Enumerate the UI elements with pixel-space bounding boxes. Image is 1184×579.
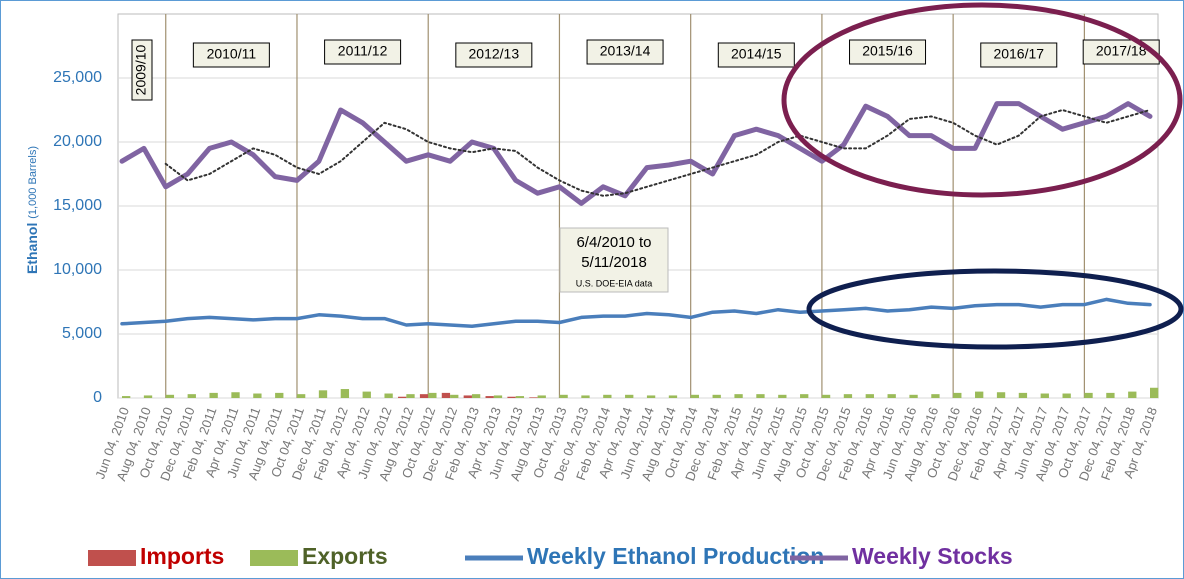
bar bbox=[975, 391, 984, 398]
bar bbox=[318, 390, 328, 398]
bar bbox=[559, 394, 568, 398]
y-tick-label: 25,000 bbox=[53, 69, 102, 86]
bar bbox=[1062, 393, 1071, 398]
y-axis-title: Ethanol bbox=[24, 223, 40, 274]
bar bbox=[756, 394, 765, 398]
bar bbox=[485, 396, 494, 398]
highlight-ellipse bbox=[806, 268, 1184, 350]
year-label-box bbox=[980, 42, 1058, 68]
bar bbox=[996, 392, 1006, 398]
bar bbox=[668, 395, 678, 398]
year-label-box bbox=[717, 42, 795, 68]
legend-label: Exports bbox=[302, 543, 388, 569]
bar bbox=[712, 394, 721, 398]
bar bbox=[515, 396, 525, 398]
bar bbox=[625, 394, 634, 398]
bar bbox=[384, 393, 393, 398]
bar bbox=[1128, 391, 1137, 398]
bar bbox=[734, 394, 743, 398]
bar bbox=[275, 392, 284, 398]
year-label: 2010/11 bbox=[207, 46, 257, 62]
y-tick-label: 10,000 bbox=[53, 261, 102, 278]
series-line bbox=[120, 297, 1152, 329]
year-label: 2012/13 bbox=[469, 46, 520, 62]
bar bbox=[1040, 393, 1049, 398]
bar bbox=[450, 394, 459, 398]
bar bbox=[143, 395, 153, 398]
bar bbox=[419, 394, 429, 398]
bar bbox=[463, 395, 472, 398]
bar bbox=[253, 393, 262, 398]
bar bbox=[1084, 392, 1093, 398]
y-tick-label: 20,000 bbox=[53, 133, 102, 150]
bar bbox=[165, 394, 175, 398]
legend-label: Weekly Ethanol Production bbox=[527, 543, 824, 569]
bar bbox=[529, 397, 538, 398]
year-label: 2014/15 bbox=[731, 46, 782, 62]
bar bbox=[340, 389, 350, 398]
annotation-box bbox=[559, 227, 669, 293]
series-line bbox=[119, 101, 1153, 206]
y-tick-label: 0 bbox=[93, 389, 102, 406]
bar bbox=[887, 394, 896, 398]
legend-label: Imports bbox=[140, 543, 224, 569]
bar bbox=[209, 392, 218, 398]
moving-average-line bbox=[164, 109, 1151, 197]
bar bbox=[1150, 387, 1159, 398]
bar bbox=[471, 394, 481, 398]
year-label: 2015/16 bbox=[862, 43, 913, 59]
bar bbox=[953, 392, 962, 398]
year-label: 2013/14 bbox=[600, 43, 651, 59]
year-label-box bbox=[192, 42, 270, 68]
year-label-box bbox=[849, 39, 927, 65]
bar bbox=[931, 394, 940, 398]
bar bbox=[843, 394, 853, 398]
year-label-box bbox=[586, 39, 664, 65]
bar bbox=[778, 394, 787, 398]
bar bbox=[581, 395, 590, 398]
bar bbox=[296, 394, 306, 398]
year-label-box bbox=[324, 39, 402, 65]
bar bbox=[187, 394, 196, 398]
year-label-box bbox=[1082, 39, 1160, 65]
bar bbox=[406, 394, 415, 398]
y-tick-label: 15,000 bbox=[53, 197, 102, 214]
year-label: 2009/10 bbox=[133, 44, 149, 95]
bar bbox=[122, 396, 131, 398]
bar bbox=[398, 396, 407, 398]
bar bbox=[821, 394, 831, 398]
highlight-ellipse bbox=[781, 2, 1183, 198]
legend-label: Weekly Stocks bbox=[852, 543, 1013, 569]
bar bbox=[865, 394, 874, 398]
y-axis-unit: (1,000 Barrels) bbox=[27, 146, 39, 219]
bar bbox=[800, 394, 809, 398]
bar bbox=[690, 394, 699, 398]
annotation-text: 5/11/2018 bbox=[581, 254, 647, 271]
bar bbox=[493, 395, 503, 398]
year-label-box bbox=[131, 39, 153, 101]
bar bbox=[507, 396, 516, 398]
bar bbox=[646, 395, 656, 398]
bar bbox=[428, 392, 437, 398]
year-label: 2011/12 bbox=[338, 43, 388, 59]
y-tick-label: 5,000 bbox=[62, 325, 102, 342]
bar bbox=[909, 394, 918, 398]
year-label: 2016/17 bbox=[993, 46, 1044, 62]
year-label-box bbox=[455, 42, 533, 68]
bar bbox=[603, 394, 612, 398]
bar bbox=[1106, 392, 1115, 398]
annotation-text: 6/4/2010 to bbox=[576, 234, 651, 251]
bar bbox=[537, 395, 546, 398]
legend-swatch bbox=[250, 550, 298, 566]
bar bbox=[362, 391, 371, 398]
y-axis-label: Ethanol (1,000 Barrels) bbox=[24, 146, 40, 274]
bar bbox=[441, 392, 451, 398]
bar bbox=[1018, 392, 1028, 398]
legend-swatch bbox=[88, 550, 136, 566]
source-text: U.S. DOE-EIA data bbox=[576, 278, 653, 288]
year-label: 2017/18 bbox=[1096, 43, 1147, 59]
bar bbox=[231, 392, 240, 398]
